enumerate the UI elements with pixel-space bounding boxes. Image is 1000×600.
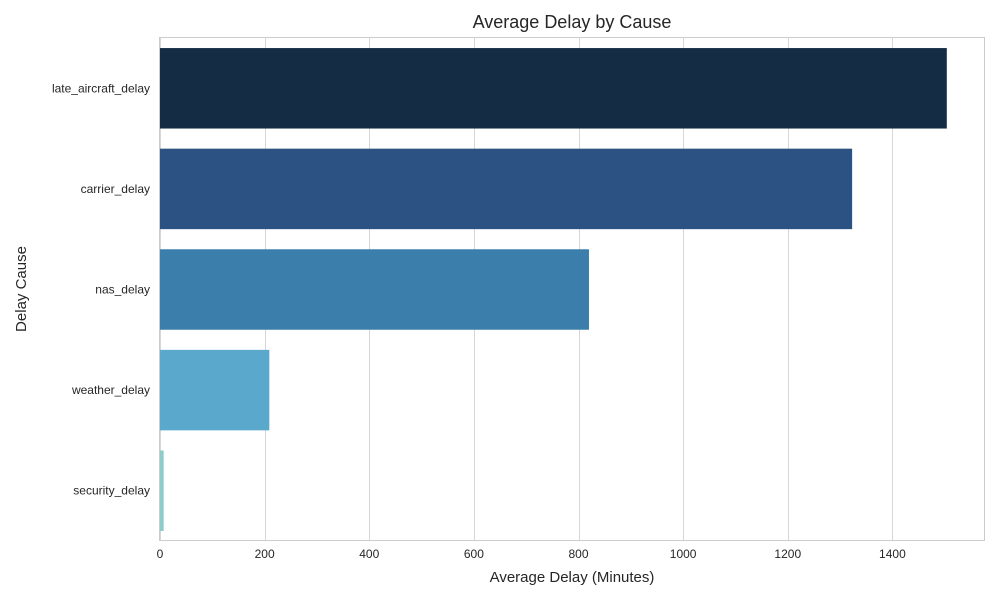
y-tick-label: nas_delay <box>95 283 150 297</box>
chart-title: Average Delay by Cause <box>473 12 672 32</box>
x-tick-label: 1200 <box>774 547 801 561</box>
x-tick-label: 1000 <box>670 547 697 561</box>
bar-weather-delay <box>160 349 270 431</box>
bar-late-aircraft-delay <box>160 48 947 129</box>
bar-carrier-delay <box>160 148 853 230</box>
x-tick-label: 400 <box>359 547 379 561</box>
y-tick-label: weather_delay <box>71 383 150 397</box>
x-tick-label: 200 <box>255 547 275 561</box>
bar-security-delay <box>160 450 164 531</box>
x-tick-label: 1400 <box>879 547 906 561</box>
x-tick-labels: 0 200 400 600 800 1000 1200 1400 <box>157 547 906 561</box>
y-tick-label: carrier_delay <box>81 182 150 196</box>
x-axis-label: Average Delay (Minutes) <box>490 569 655 586</box>
bar-nas-delay <box>160 249 589 330</box>
x-tick-label: 600 <box>464 547 484 561</box>
bars <box>160 48 947 531</box>
y-tick-labels: late_aircraft_delay carrier_delay nas_dela… <box>52 81 150 497</box>
y-tick-label: security_delay <box>73 484 150 498</box>
plot-frame <box>159 37 985 541</box>
x-tick-label: 0 <box>157 547 164 561</box>
y-axis-label: Delay Cause <box>13 246 30 332</box>
y-tick-label: late_aircraft_delay <box>52 81 150 95</box>
x-tick-label: 800 <box>569 547 589 561</box>
